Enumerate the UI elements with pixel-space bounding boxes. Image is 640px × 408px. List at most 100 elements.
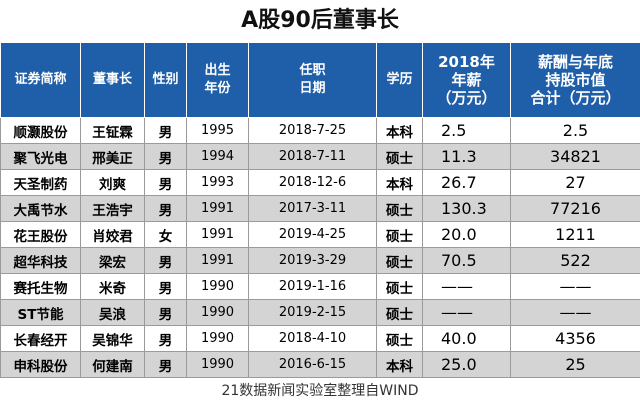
cell-salary: 40.0 <box>422 325 511 352</box>
cell-chairman: 肖姣君 <box>80 221 145 248</box>
cell-chairman: 吴锦华 <box>80 325 145 352</box>
cell-company: 赛托生物 <box>0 273 81 300</box>
cell-company: 顺灏股份 <box>0 117 81 144</box>
cell-total: 1211 <box>510 221 640 248</box>
cell-start-date: 2019-4-25 <box>248 221 377 248</box>
cell-education: 本科 <box>376 351 423 378</box>
cell-salary: —— <box>422 299 511 326</box>
cell-company: 聚飞光电 <box>0 143 81 170</box>
cell-salary: —— <box>422 273 511 300</box>
cell-total: 25 <box>510 351 640 378</box>
cell-total: —— <box>510 299 640 326</box>
source-footer: 21数据新闻实验室整理自WIND <box>221 383 419 399</box>
cell-education: 硕士 <box>376 143 423 170</box>
header-total: 薪酬与年底 持股市值 合计（万元） <box>510 42 640 118</box>
cell-education: 硕士 <box>376 325 423 352</box>
header-gender: 性别 <box>144 42 187 118</box>
cell-salary: 20.0 <box>422 221 511 248</box>
header-birth-year: 出生 年份 <box>186 42 249 118</box>
cell-gender: 男 <box>144 247 187 274</box>
table-row: ST节能 吴浪 男 1990 2019-2-15 硕士 —— —— <box>0 299 640 326</box>
cell-education: 硕士 <box>376 299 423 326</box>
cell-gender: 男 <box>144 117 187 144</box>
table-row: 大禹节水 王浩宇 男 1991 2017-3-11 硕士 130.3 77216 <box>0 195 640 222</box>
cell-company: 长春经开 <box>0 325 81 352</box>
cell-chairman: 邢美正 <box>80 143 145 170</box>
header-chairman: 董事长 <box>80 42 145 118</box>
table-body: 顺灏股份 王钲霖 男 1995 2018-7-25 本科 2.5 2.5 聚飞光… <box>0 117 640 378</box>
cell-company: 申科股份 <box>0 351 81 378</box>
cell-salary: 26.7 <box>422 169 511 196</box>
cell-total: —— <box>510 273 640 300</box>
cell-salary: 11.3 <box>422 143 511 170</box>
cell-gender: 女 <box>144 221 187 248</box>
cell-gender: 男 <box>144 169 187 196</box>
cell-education: 本科 <box>376 117 423 144</box>
cell-chairman: 梁宏 <box>80 247 145 274</box>
table-row: 超华科技 梁宏 男 1991 2019-3-29 硕士 70.5 522 <box>0 247 640 274</box>
cell-education: 硕士 <box>376 195 423 222</box>
table-row: 顺灏股份 王钲霖 男 1995 2018-7-25 本科 2.5 2.5 <box>0 117 640 144</box>
table-row: 花王股份 肖姣君 女 1991 2019-4-25 硕士 20.0 1211 <box>0 221 640 248</box>
cell-gender: 男 <box>144 195 187 222</box>
cell-start-date: 2018-12-6 <box>248 169 377 196</box>
table-row: 赛托生物 米奇 男 1990 2019-1-16 硕士 —— —— <box>0 273 640 300</box>
cell-start-date: 2018-7-25 <box>248 117 377 144</box>
cell-birth-year: 1991 <box>186 221 249 248</box>
cell-company: 天圣制药 <box>0 169 81 196</box>
cell-chairman: 吴浪 <box>80 299 145 326</box>
header-start-date: 任职 日期 <box>248 42 377 118</box>
cell-total: 34821 <box>510 143 640 170</box>
cell-start-date: 2018-7-11 <box>248 143 377 170</box>
cell-salary: 70.5 <box>422 247 511 274</box>
cell-company: 大禹节水 <box>0 195 81 222</box>
cell-company: 花王股份 <box>0 221 81 248</box>
table-row: 长春经开 吴锦华 男 1990 2018-4-10 硕士 40.0 4356 <box>0 325 640 352</box>
cell-education: 硕士 <box>376 273 423 300</box>
cell-start-date: 2016-6-15 <box>248 351 377 378</box>
cell-birth-year: 1990 <box>186 299 249 326</box>
cell-gender: 男 <box>144 273 187 300</box>
cell-birth-year: 1993 <box>186 169 249 196</box>
cell-gender: 男 <box>144 299 187 326</box>
cell-chairman: 王浩宇 <box>80 195 145 222</box>
table-row: 天圣制药 刘爽 男 1993 2018-12-6 本科 26.7 27 <box>0 169 640 196</box>
page-title: A股90后董事长 <box>241 8 399 33</box>
cell-education: 硕士 <box>376 247 423 274</box>
cell-birth-year: 1990 <box>186 325 249 352</box>
cell-total: 4356 <box>510 325 640 352</box>
cell-start-date: 2019-3-29 <box>248 247 377 274</box>
cell-gender: 男 <box>144 143 187 170</box>
header-education: 学历 <box>376 42 423 118</box>
cell-chairman: 刘爽 <box>80 169 145 196</box>
cell-total: 2.5 <box>510 117 640 144</box>
cell-start-date: 2019-1-16 <box>248 273 377 300</box>
cell-birth-year: 1994 <box>186 143 249 170</box>
cell-gender: 男 <box>144 351 187 378</box>
cell-birth-year: 1991 <box>186 195 249 222</box>
cell-education: 硕士 <box>376 221 423 248</box>
cell-total: 522 <box>510 247 640 274</box>
cell-birth-year: 1991 <box>186 247 249 274</box>
cell-start-date: 2018-4-10 <box>248 325 377 352</box>
cell-birth-year: 1995 <box>186 117 249 144</box>
cell-birth-year: 1990 <box>186 273 249 300</box>
cell-start-date: 2019-2-15 <box>248 299 377 326</box>
header-salary: 2018年 年薪 （万元） <box>422 42 511 118</box>
cell-chairman: 王钲霖 <box>80 117 145 144</box>
cell-total: 77216 <box>510 195 640 222</box>
table-row: 聚飞光电 邢美正 男 1994 2018-7-11 硕士 11.3 34821 <box>0 143 640 170</box>
cell-salary: 130.3 <box>422 195 511 222</box>
table-row: 申科股份 何建南 男 1990 2016-6-15 本科 25.0 25 <box>0 351 640 378</box>
cell-education: 本科 <box>376 169 423 196</box>
chairman-table: 证券简称 董事长 性别 出生 年份 任职 日期 学历 2018年 年薪 （万元） 薪酬与… <box>0 42 640 378</box>
cell-salary: 25.0 <box>422 351 511 378</box>
cell-chairman: 米奇 <box>80 273 145 300</box>
cell-gender: 男 <box>144 325 187 352</box>
cell-company: 超华科技 <box>0 247 81 274</box>
table-header: 证券简称 董事长 性别 出生 年份 任职 日期 学历 2018年 年薪 （万元） 薪酬与… <box>0 42 640 118</box>
header-company: 证券简称 <box>0 42 81 118</box>
cell-company: ST节能 <box>0 299 81 326</box>
cell-salary: 2.5 <box>422 117 511 144</box>
